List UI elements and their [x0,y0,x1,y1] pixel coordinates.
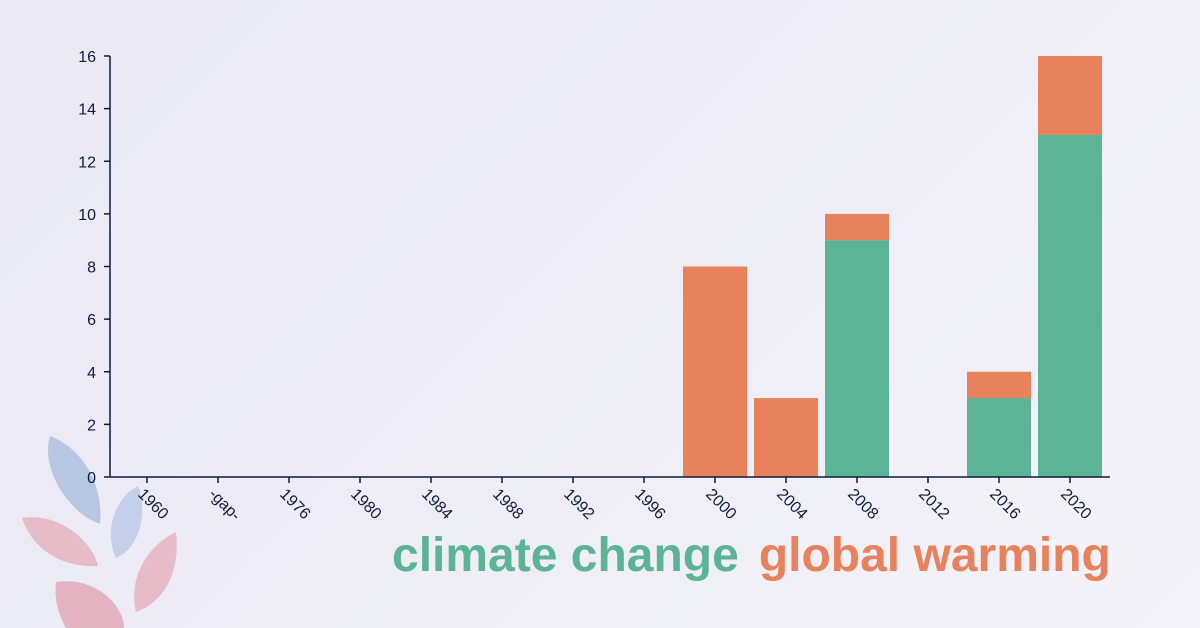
y-tick-label: 14 [78,102,96,119]
x-tick-label: 2000 [702,486,739,523]
y-tick-label: 4 [87,365,96,382]
bar-climate-change-2008 [825,240,889,477]
x-tick-label: 1988 [489,486,526,523]
y-tick-label: 0 [87,470,96,487]
bar-global-warming-2008 [825,213,889,241]
y-tick-label: 16 [78,49,96,66]
legend-item-climate-change: climate change [392,529,739,582]
x-tick-label: 2004 [773,486,810,523]
x-tick-label: 2016 [986,486,1023,523]
legend: climate change global warming [392,532,1111,580]
x-tick-label: 1996 [631,486,668,523]
bar-climate-change-2016 [967,398,1031,477]
y-tick-label: 6 [87,312,96,329]
x-tick-label: 1992 [560,486,597,523]
y-tick-label: 12 [78,154,96,171]
x-tick-label: 1976 [276,486,313,523]
x-tick-label: 2012 [915,486,952,523]
x-tick-label: 2008 [844,486,881,523]
x-tick-label: 2020 [1057,486,1094,523]
bar-climate-change-2020 [1038,134,1102,477]
x-tick-label: 1980 [347,486,384,523]
bar-global-warming-2004 [754,398,818,477]
bar-global-warming-2000 [683,266,747,477]
y-tick-label: 8 [87,260,96,277]
y-tick-label: 10 [78,207,96,224]
x-tick-label: -gap- [205,486,243,524]
leaves-logo-icon [22,436,177,628]
legend-item-global-warming: global warming [758,529,1111,582]
x-tick-label: 1984 [418,486,455,523]
y-tick-label: 2 [87,417,96,434]
bar-global-warming-2020 [1038,56,1102,135]
bar-global-warming-2016 [967,371,1031,399]
